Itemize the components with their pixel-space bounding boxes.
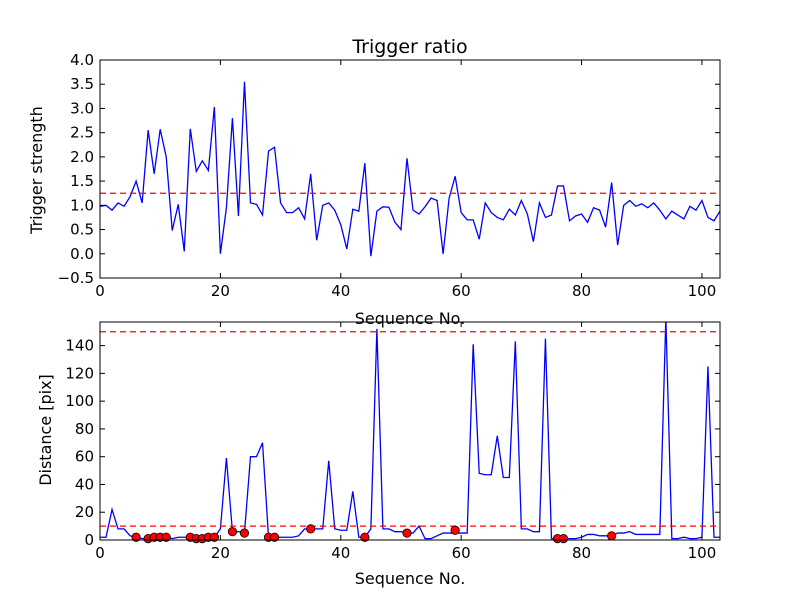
- top-chart-series-line: [100, 81, 720, 257]
- bottom-chart-marker-point: [269, 532, 280, 542]
- bottom-chart-marker-point: [306, 524, 316, 534]
- top-chart-xtick-label: 40: [331, 282, 350, 300]
- bottom-chart-ytick-label: 0: [84, 531, 94, 549]
- top-chart-ytick-label: 2.5: [70, 124, 94, 142]
- bottom-chart-ytick-label: 80: [75, 420, 94, 438]
- bottom-chart-marker-point: [450, 525, 460, 535]
- top-chart-ytick-label: 4.0: [70, 51, 94, 69]
- bottom-chart-marker-point: [209, 532, 219, 542]
- bottom-chart-ytick-label: 20: [75, 503, 94, 521]
- bottom-chart-xtick-label: 100: [688, 544, 717, 562]
- bottom-chart-xtick-label: 40: [331, 544, 350, 562]
- bottom-chart-marker-point: [161, 532, 171, 542]
- top-chart-ytick-label: 3.5: [70, 75, 94, 93]
- top-chart-xtick-label: 20: [211, 282, 230, 300]
- bottom-chart-marker-point: [607, 531, 617, 541]
- bottom-chart-ytick-label: 140: [65, 337, 94, 355]
- top-chart-xtick-label: 80: [572, 282, 591, 300]
- top-chart-xtick-label: 0: [95, 282, 105, 300]
- bottom-chart-ylabel: Distance [pix]: [36, 374, 55, 486]
- top-chart-xtick-label: 100: [688, 282, 717, 300]
- bottom-chart-marker-point: [402, 528, 412, 538]
- bottom-chart-marker-point: [131, 532, 141, 542]
- top-chart-ylabel: Trigger strength: [27, 106, 46, 235]
- bottom-chart-marker-point: [558, 534, 569, 544]
- bottom-plot-area: 0 20 40 60 80 100 0 20 40 60 80 100 120 140: [65, 321, 721, 562]
- bottom-chart-axes-frame: [99, 321, 721, 541]
- bottom-chart-xtick-label: 80: [572, 544, 591, 562]
- top-chart-title: Trigger ratio: [351, 36, 467, 58]
- top-chart-ytick-label: −0.5: [58, 269, 94, 287]
- top-chart-ytick-label: 1.0: [70, 196, 94, 214]
- top-chart-ytick-label: 1.5: [70, 172, 94, 190]
- top-chart-xlabel: Sequence No.: [355, 309, 466, 328]
- bottom-chart-marker-point: [227, 527, 238, 537]
- bottom-chart-ytick-label: 120: [65, 364, 94, 382]
- bottom-chart-xtick-label: 60: [452, 544, 471, 562]
- bottom-chart-marker-point: [360, 532, 370, 542]
- bottom-chart-xtick-label: 20: [211, 544, 230, 562]
- top-chart-xtick-label: 60: [452, 282, 471, 300]
- bottom-chart-ytick-label: 60: [75, 448, 94, 466]
- top-chart-ytick-label: 0.5: [70, 221, 94, 239]
- top-chart-ytick-label: 3.0: [70, 99, 94, 117]
- top-chart-ytick-label: 2.0: [70, 148, 94, 166]
- bottom-chart-xtick-label: 0: [95, 544, 105, 562]
- top-plot-area: 0 20 40 60 80 100 −0.5 0.0 0.5 1.0 1.5 2.0 2.5 3.0 3.5…: [58, 51, 721, 300]
- bottom-chart-ytick-label: 40: [75, 475, 94, 493]
- bottom-chart-ytick-label: 100: [65, 392, 94, 410]
- bottom-chart-marker-point: [239, 528, 250, 538]
- top-chart-ytick-label: 0.0: [70, 245, 94, 263]
- bottom-chart-xlabel: Sequence No.: [355, 569, 466, 588]
- top-chart-axes-frame: [99, 59, 721, 279]
